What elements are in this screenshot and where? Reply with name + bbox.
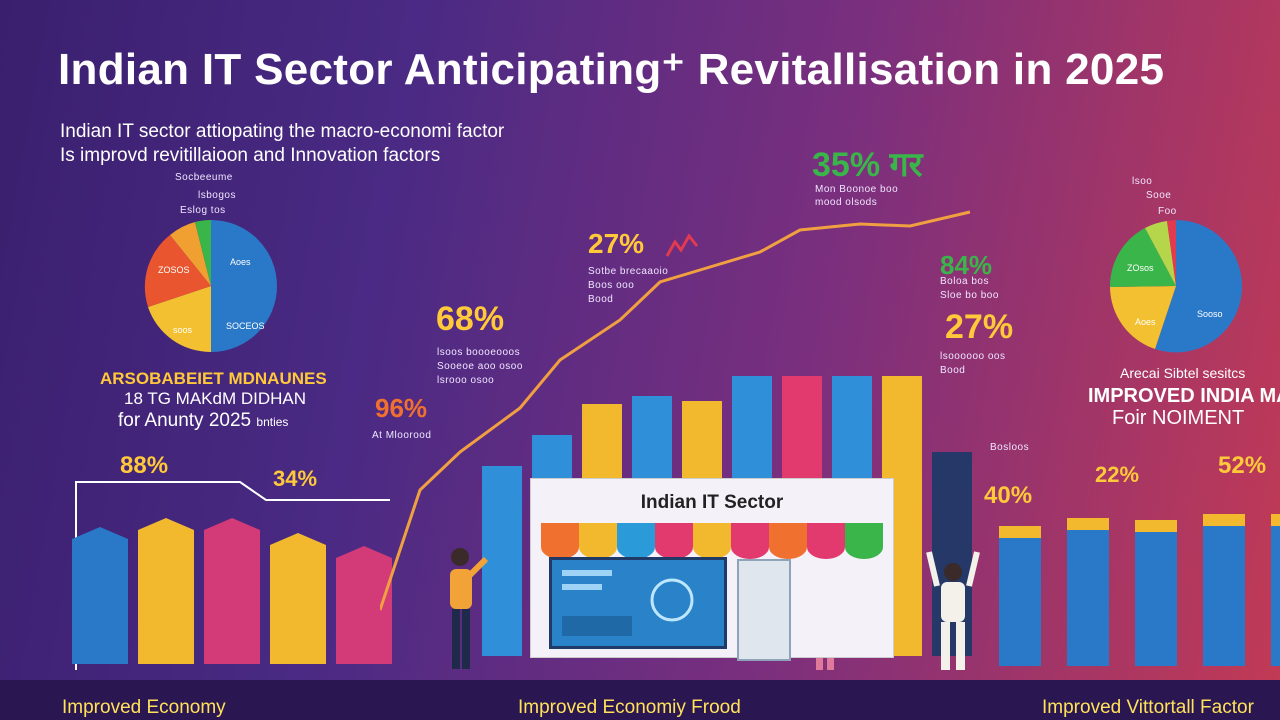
subtitle-line-2: Is improvd revitillaioon and Innovation … xyxy=(60,145,441,166)
right-pie-slice-lime xyxy=(1145,221,1176,286)
storefront: Indian IT Sector xyxy=(530,478,894,661)
left-pie-slice-label-1: ZOSOS xyxy=(158,265,190,275)
left-bracket-line xyxy=(75,481,390,670)
right-pie-slice-label-3: Sooso xyxy=(1197,309,1223,319)
right-pct-84: 84% xyxy=(940,250,993,280)
right-label-27b-1: lsoooooo oos xyxy=(940,351,1006,362)
right-pie-slice-blue-2 xyxy=(1155,286,1243,353)
left-pie-label-3: Eslog tos xyxy=(180,205,226,216)
right-pie-label-1: lsoo xyxy=(1132,176,1153,187)
left-pie-chart: ZOSOS Aoes soos SOCEOS xyxy=(144,220,277,353)
left-bar-group xyxy=(60,470,440,670)
trend-line xyxy=(380,210,971,611)
page-title: Indian IT Sector Anticipating⁺ Revitalli… xyxy=(58,45,1165,94)
left-pie-label-2: lsbogos xyxy=(198,190,236,201)
left-block-line-1: ARSOBABEIET MDNAUNES xyxy=(100,369,327,388)
screen-dashboard-icon xyxy=(562,570,694,636)
left-block-line-3: for Anunty 2025 bnties xyxy=(118,410,288,432)
left-pct-88: 88% xyxy=(120,452,169,479)
right-pie-slice-label-1: ZOsos xyxy=(1127,263,1154,273)
center-label-96: At Mloorood xyxy=(372,430,432,441)
right-pie-chart: ZOsos Aoes Sooso xyxy=(1109,220,1243,353)
left-bar-4 xyxy=(270,533,326,664)
right-caption-1: Arecai Sibtel sesitcs xyxy=(1120,365,1246,381)
left-block-line-3-text: for Anunty 2025 xyxy=(118,410,252,431)
right-pie-slice-red xyxy=(1167,220,1176,286)
center-label-35-a: Mon Boonoe boo xyxy=(815,184,899,195)
left-block-line-3-suffix: bnties xyxy=(256,415,289,429)
left-pie-slice-label-4: SOCEOS xyxy=(226,321,265,331)
chart-icon xyxy=(665,232,699,260)
right-pct-52: 52% xyxy=(1218,452,1267,479)
left-pie-slice-amber xyxy=(170,222,211,286)
left-block-line-2: 18 TG MAKdM DIDHAN xyxy=(124,389,307,408)
left-pie-slice-blue-2 xyxy=(211,286,277,352)
right-label-84-b: Sloe bo boo xyxy=(940,290,999,301)
person-right-icon xyxy=(926,551,980,670)
store-door xyxy=(737,559,791,661)
person-left-icon xyxy=(450,548,489,669)
right-bar-cap-4 xyxy=(1203,514,1245,526)
right-bar-cap-3 xyxy=(1135,520,1177,532)
right-pie-label-3: Foo xyxy=(1158,206,1177,217)
right-caption-2: IMPROVED INDIA MA xyxy=(1088,385,1280,407)
right-bar-1 xyxy=(999,526,1041,666)
left-pie-slice-label-3: soos xyxy=(173,325,193,335)
left-bar-3 xyxy=(204,518,260,664)
right-pie-label-2: Sooe xyxy=(1146,190,1172,201)
center-pct-96: 96% xyxy=(375,393,428,423)
center-pct-68: 68% xyxy=(436,300,505,338)
footer-label-left: Improved Economy xyxy=(62,697,226,718)
right-bar-cap-2 xyxy=(1067,518,1109,530)
left-pie-slice-label-2: Aoes xyxy=(230,257,251,267)
right-bar-5 xyxy=(1271,514,1280,666)
left-pct-34: 34% xyxy=(273,466,318,491)
right-pct-40: 40% xyxy=(984,482,1033,509)
right-pie-slice-yellow xyxy=(1110,286,1176,349)
right-bar-group xyxy=(985,470,1280,670)
left-pie-slice-green xyxy=(195,220,211,286)
left-pie-slice-yellow xyxy=(148,286,211,353)
right-bar-4 xyxy=(1203,514,1245,666)
right-pct-27b: 27% xyxy=(945,308,1014,346)
left-bar-1 xyxy=(72,527,128,664)
left-pie-label-1: Socbeeume xyxy=(175,172,233,183)
right-label-84-a: Boloa bos xyxy=(940,276,989,287)
center-label-68-c: lsrooo osoo xyxy=(437,375,495,386)
store-sign: Indian IT Sector xyxy=(640,492,784,513)
right-pie-slice-green xyxy=(1109,228,1176,287)
right-small-label: Bosloos xyxy=(990,442,1030,453)
right-pie-slice-label-2: Aoes xyxy=(1135,317,1156,327)
right-caption-3: Foir NOIMENT xyxy=(1112,407,1245,429)
subtitle-line-1: Indian IT sector attiopating the macro-e… xyxy=(60,121,505,142)
footer-label-center: Improved Economiy Frood xyxy=(518,697,741,718)
floor-band xyxy=(0,680,1280,720)
center-label-27a-1: Sotbe brecaaoio xyxy=(588,266,669,277)
store-screen xyxy=(549,557,727,649)
right-pie-slice-blue xyxy=(1176,220,1242,286)
right-bar-cap-5 xyxy=(1271,514,1280,526)
center-label-68-a: lsoos boooeooos xyxy=(437,347,521,358)
right-pct-22: 22% xyxy=(1095,462,1140,487)
store-awning xyxy=(541,523,883,559)
right-bar-3 xyxy=(1135,520,1177,666)
center-label-35-b: mood olsods xyxy=(815,197,878,208)
center-pct-27a: 27% xyxy=(588,228,645,259)
right-bar-cap-1 xyxy=(999,526,1041,538)
center-label-68-b: Sooeoe aoo osoo xyxy=(437,361,523,372)
left-pie-slice-orange xyxy=(144,235,211,307)
center-label-27a-3: Bood xyxy=(588,294,614,305)
center-label-27a-2: Boos ooo xyxy=(588,280,635,291)
left-pie-slice-blue xyxy=(211,220,277,286)
footer-label-right: Improved Vittortall Factor xyxy=(1042,697,1254,718)
center-bar-1 xyxy=(482,466,522,656)
left-bar-2 xyxy=(138,518,194,664)
right-bar-2 xyxy=(1067,518,1109,666)
center-pct-35: 35% गर xyxy=(812,146,923,184)
right-label-27b-2: Bood xyxy=(940,365,966,376)
